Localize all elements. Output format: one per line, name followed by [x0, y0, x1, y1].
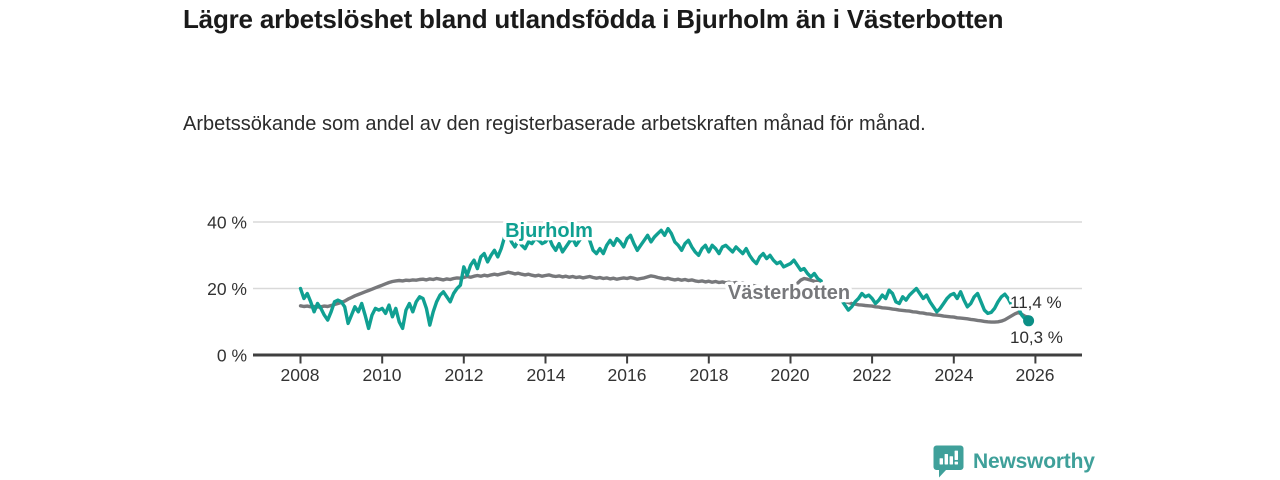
chart-subtitle: Arbetssökande som andel av den registerb…	[183, 113, 926, 135]
end-value-vasterbotten: 11,4 %	[1010, 293, 1062, 312]
x-tick-2026: 2026	[1016, 365, 1055, 385]
x-tick-2016: 2016	[608, 365, 647, 385]
x-tick-2020: 2020	[771, 365, 810, 385]
y-tick-40: 40 %	[207, 213, 247, 233]
series-label-vasterbotten: Västerbotten	[728, 282, 850, 304]
newsworthy-icon	[933, 445, 964, 478]
x-tick-2024: 2024	[935, 365, 974, 385]
gridlines	[253, 221, 1082, 357]
data-lines	[298, 226, 1035, 331]
x-tick-2008: 2008	[281, 365, 320, 385]
x-axis-ticks	[299, 356, 1037, 364]
x-tick-2022: 2022	[853, 365, 892, 385]
y-tick-0: 0 %	[217, 346, 247, 366]
series-label-bjurholm: Bjurholm	[505, 220, 593, 242]
x-tick-2010: 2010	[363, 365, 402, 385]
y-tick-20: 20 %	[207, 279, 247, 299]
end-value-bjurholm: 10,3 %	[1010, 328, 1063, 347]
chart-title: Lägre arbetslöshet bland utlandsfödda i …	[183, 4, 1004, 34]
x-tick-2018: 2018	[690, 365, 729, 385]
x-tick-2012: 2012	[445, 365, 484, 385]
newsworthy-logo: Newsworthy	[933, 445, 1095, 478]
x-tick-2014: 2014	[527, 365, 566, 385]
newsworthy-wordmark: Newsworthy	[973, 449, 1095, 473]
